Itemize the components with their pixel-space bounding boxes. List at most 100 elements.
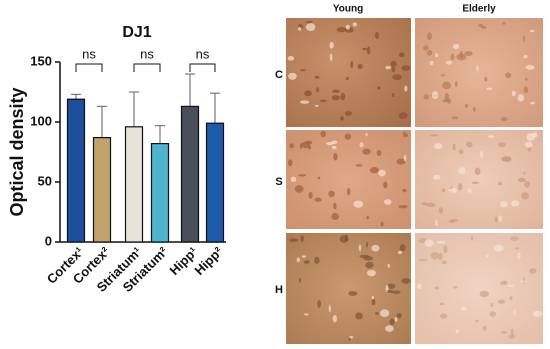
bar bbox=[205, 122, 225, 243]
cell bbox=[403, 131, 406, 138]
cell bbox=[452, 143, 456, 147]
cell bbox=[517, 177, 526, 183]
row-label: S bbox=[275, 176, 282, 188]
cell bbox=[331, 95, 340, 101]
cell bbox=[421, 202, 428, 206]
cell bbox=[416, 283, 422, 290]
cell bbox=[290, 176, 297, 182]
cell bbox=[326, 142, 334, 146]
cell bbox=[514, 247, 520, 250]
cell bbox=[476, 65, 479, 72]
cell bbox=[347, 187, 351, 196]
cell bbox=[399, 244, 406, 252]
micrograph bbox=[286, 18, 411, 127]
cell bbox=[383, 181, 388, 189]
row-label: H bbox=[275, 284, 283, 296]
cell bbox=[502, 280, 507, 284]
y-tick-label: 50 bbox=[38, 173, 52, 188]
cell bbox=[401, 65, 411, 71]
cell bbox=[464, 51, 473, 56]
cell bbox=[375, 312, 379, 315]
cell bbox=[454, 81, 458, 88]
cell bbox=[357, 63, 363, 70]
cell bbox=[440, 74, 446, 77]
cell bbox=[500, 117, 508, 122]
cell bbox=[486, 87, 493, 91]
bar bbox=[124, 126, 144, 243]
cell bbox=[452, 146, 456, 151]
cell bbox=[399, 52, 405, 58]
cell bbox=[344, 111, 353, 116]
cell bbox=[389, 318, 395, 326]
cell bbox=[505, 72, 512, 79]
cell bbox=[511, 90, 516, 97]
cell bbox=[404, 85, 408, 92]
cell bbox=[470, 236, 474, 241]
cell bbox=[501, 21, 506, 25]
cell bbox=[452, 286, 458, 289]
cell bbox=[509, 296, 513, 300]
cell bbox=[523, 171, 526, 175]
cell bbox=[366, 241, 369, 248]
cell bbox=[422, 45, 429, 51]
cell bbox=[507, 284, 514, 288]
cell bbox=[387, 263, 390, 268]
cell bbox=[366, 269, 376, 277]
cell bbox=[378, 169, 386, 177]
x-tick-label: Hipp¹ bbox=[166, 244, 200, 278]
cell bbox=[510, 236, 519, 241]
cell bbox=[423, 94, 430, 100]
cell bbox=[457, 183, 463, 191]
cell bbox=[501, 331, 508, 334]
cell bbox=[288, 72, 297, 80]
cell bbox=[390, 60, 397, 68]
cell bbox=[455, 329, 460, 334]
cell bbox=[348, 291, 358, 296]
cell bbox=[301, 141, 311, 149]
bar bbox=[66, 98, 86, 243]
cell bbox=[529, 268, 537, 274]
cell bbox=[288, 238, 299, 242]
cell bbox=[448, 219, 455, 223]
cell bbox=[482, 326, 487, 331]
cell bbox=[303, 313, 309, 316]
cell bbox=[303, 260, 310, 264]
cell bbox=[353, 200, 364, 208]
cell bbox=[315, 87, 320, 93]
cell bbox=[446, 60, 453, 65]
cell bbox=[439, 313, 448, 319]
bar bbox=[150, 143, 170, 243]
cell bbox=[424, 239, 434, 247]
cell bbox=[380, 221, 384, 227]
micrographs bbox=[286, 18, 543, 344]
cell bbox=[379, 309, 390, 318]
cell bbox=[486, 254, 489, 258]
cell bbox=[371, 295, 375, 300]
y-tick-label: 150 bbox=[30, 53, 52, 68]
cell bbox=[448, 189, 452, 192]
cell bbox=[443, 245, 448, 254]
y-tick-label: 0 bbox=[45, 233, 52, 248]
cell bbox=[433, 174, 441, 180]
row-label: C bbox=[275, 69, 283, 81]
cell bbox=[456, 53, 467, 61]
cell bbox=[513, 309, 516, 316]
cell bbox=[511, 200, 520, 207]
cell bbox=[329, 41, 334, 49]
cell bbox=[344, 133, 352, 140]
cell bbox=[527, 146, 532, 152]
cell bbox=[436, 240, 446, 244]
bar bbox=[92, 137, 112, 243]
cell bbox=[426, 32, 432, 41]
cell bbox=[522, 35, 525, 43]
cell bbox=[371, 244, 380, 252]
cell bbox=[362, 148, 371, 155]
cell bbox=[300, 100, 310, 104]
cell bbox=[296, 257, 300, 263]
cell bbox=[387, 289, 394, 293]
cell bbox=[366, 215, 370, 220]
cell bbox=[332, 315, 337, 323]
cell bbox=[391, 290, 401, 295]
cell bbox=[398, 204, 408, 209]
cell bbox=[435, 53, 439, 58]
